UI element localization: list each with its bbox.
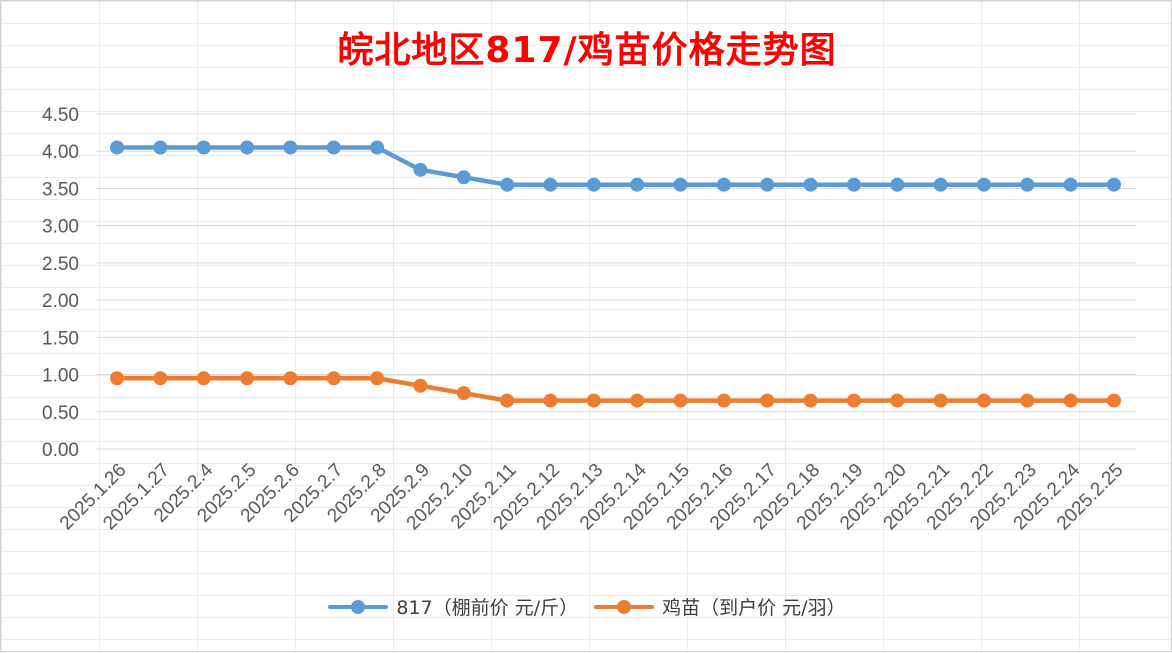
data-point-1 bbox=[846, 393, 861, 408]
series-line-1 bbox=[114, 376, 1117, 403]
legend: 817（棚前价 元/斤） 鸡苗（到户价 元/羽） bbox=[1, 593, 1172, 620]
legend-label-chick: 鸡苗（到户价 元/羽） bbox=[662, 597, 846, 619]
legend-item-817[interactable]: 817（棚前价 元/斤） bbox=[328, 593, 578, 620]
y-tick-label: 0.00 bbox=[42, 440, 79, 461]
data-point-0 bbox=[803, 177, 818, 192]
data-point-1 bbox=[760, 393, 775, 408]
data-point-1 bbox=[933, 393, 948, 408]
data-point-0 bbox=[456, 170, 471, 185]
y-tick-label: 2.50 bbox=[42, 254, 79, 275]
data-point-0 bbox=[890, 177, 905, 192]
data-point-1 bbox=[326, 371, 341, 386]
y-tick-label: 1.00 bbox=[42, 366, 79, 387]
legend-item-chick[interactable]: 鸡苗（到户价 元/羽） bbox=[594, 593, 846, 620]
data-point-0 bbox=[716, 177, 731, 192]
data-point-0 bbox=[326, 140, 341, 155]
data-point-1 bbox=[1020, 393, 1035, 408]
data-point-0 bbox=[500, 177, 515, 192]
data-point-1 bbox=[153, 371, 168, 386]
data-point-0 bbox=[370, 140, 385, 155]
data-point-1 bbox=[240, 371, 255, 386]
y-tick-label: 3.00 bbox=[42, 217, 79, 238]
data-point-0 bbox=[1107, 177, 1121, 192]
data-point-1 bbox=[110, 371, 124, 386]
data-point-1 bbox=[413, 378, 428, 393]
y-tick-label: 0.50 bbox=[42, 403, 79, 424]
legend-label-817: 817（棚前价 元/斤） bbox=[396, 597, 579, 619]
data-point-1 bbox=[196, 371, 211, 386]
legend-swatch-817 bbox=[328, 599, 389, 614]
data-point-0 bbox=[413, 162, 428, 177]
data-point-1 bbox=[543, 393, 558, 408]
data-point-1 bbox=[370, 371, 385, 386]
data-point-0 bbox=[760, 177, 775, 192]
legend-swatch-chick bbox=[594, 599, 655, 614]
data-point-1 bbox=[976, 393, 991, 408]
data-point-0 bbox=[196, 140, 211, 155]
data-point-0 bbox=[110, 140, 124, 155]
data-point-0 bbox=[1063, 177, 1078, 192]
data-point-1 bbox=[456, 386, 471, 401]
data-point-0 bbox=[673, 177, 688, 192]
y-tick-label: 2.00 bbox=[42, 291, 79, 312]
data-point-1 bbox=[803, 393, 818, 408]
y-tick-label: 4.50 bbox=[42, 105, 79, 126]
y-tick-label: 4.00 bbox=[42, 142, 79, 163]
data-point-0 bbox=[976, 177, 991, 192]
data-point-0 bbox=[240, 140, 255, 155]
data-point-1 bbox=[1107, 393, 1121, 408]
chart-title: 皖北地区817/鸡苗价格走势图 bbox=[337, 30, 837, 71]
data-point-1 bbox=[283, 371, 298, 386]
y-tick-label: 3.50 bbox=[42, 179, 79, 200]
data-point-0 bbox=[630, 177, 645, 192]
data-point-0 bbox=[586, 177, 601, 192]
data-point-1 bbox=[586, 393, 601, 408]
data-point-0 bbox=[543, 177, 558, 192]
data-point-1 bbox=[890, 393, 905, 408]
data-point-1 bbox=[630, 393, 645, 408]
data-point-1 bbox=[673, 393, 688, 408]
data-point-0 bbox=[846, 177, 861, 192]
y-tick-label: 1.50 bbox=[42, 328, 79, 349]
data-point-0 bbox=[933, 177, 948, 192]
data-point-0 bbox=[153, 140, 168, 155]
data-point-1 bbox=[1063, 393, 1078, 408]
data-point-0 bbox=[283, 140, 298, 155]
data-point-0 bbox=[1020, 177, 1035, 192]
series-line-0 bbox=[114, 145, 1117, 187]
data-point-1 bbox=[500, 393, 515, 408]
data-point-1 bbox=[716, 393, 731, 408]
